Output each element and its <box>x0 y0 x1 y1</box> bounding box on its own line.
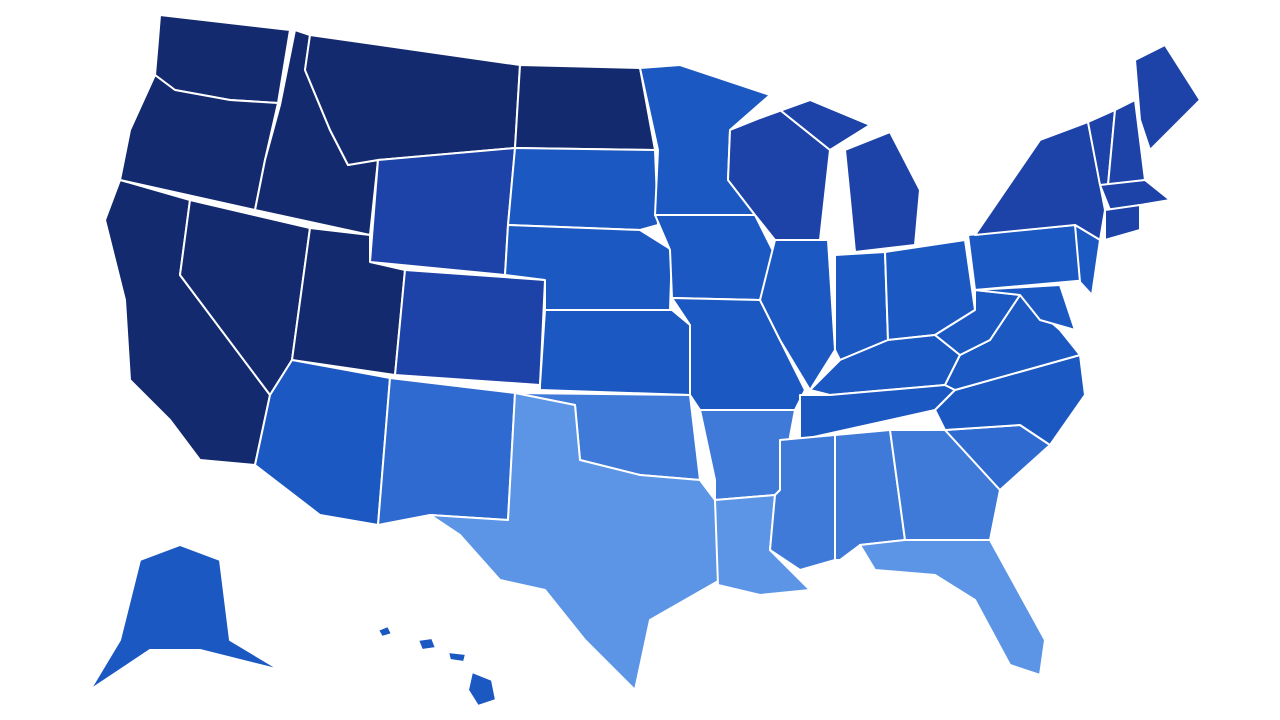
hawaii-1 <box>377 625 393 638</box>
michigan <box>844 131 921 253</box>
texas <box>429 392 721 691</box>
iowa <box>654 214 776 301</box>
georgia <box>889 429 1001 541</box>
new-york <box>974 121 1106 241</box>
new-jersey <box>1074 224 1101 296</box>
new-mexico <box>377 377 516 526</box>
hawaii-3 <box>447 651 467 663</box>
hawaii-2 <box>417 637 437 651</box>
wyoming <box>369 147 516 276</box>
florida <box>859 539 1046 676</box>
alaska <box>89 544 281 691</box>
michigan-upper <box>759 99 871 151</box>
maryland-delaware <box>974 284 1076 331</box>
north-dakota <box>514 64 656 151</box>
massachusetts <box>1099 179 1171 211</box>
kansas <box>539 309 691 396</box>
montana <box>304 34 521 166</box>
states <box>89 14 1201 707</box>
south-dakota <box>507 147 659 231</box>
colorado <box>394 269 546 386</box>
maine <box>1134 44 1201 151</box>
hawaii-4 <box>467 671 497 707</box>
mississippi <box>769 434 836 571</box>
connecticut-rhode-island <box>1104 204 1141 241</box>
